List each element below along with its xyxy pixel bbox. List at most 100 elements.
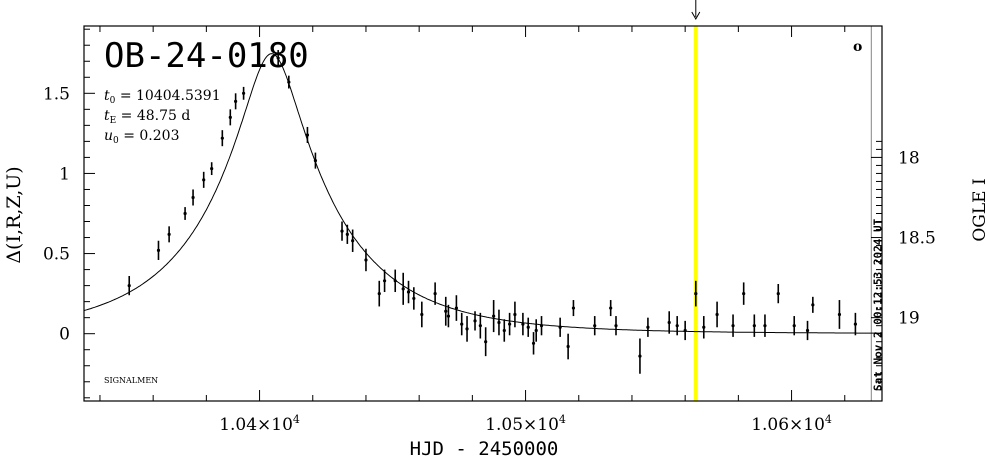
- data-point-61: [752, 314, 756, 337]
- point-marker-48: [593, 324, 597, 328]
- data-point-48: [593, 316, 597, 336]
- data-point-57: [702, 316, 706, 339]
- point-marker-64: [792, 324, 796, 328]
- data-point-19: [377, 280, 381, 307]
- point-marker-30: [460, 322, 464, 326]
- point-marker-29: [454, 306, 458, 310]
- data-point-6: [210, 162, 214, 176]
- data-point-9: [234, 93, 238, 110]
- point-marker-0: [127, 284, 131, 288]
- y-axis-label-right: OGLE I: [970, 178, 986, 241]
- data-point-52: [646, 317, 650, 337]
- point-marker-67: [837, 312, 842, 317]
- point-marker-40: [521, 322, 525, 326]
- point-marker-52: [646, 325, 650, 329]
- point-marker-54: [675, 324, 679, 328]
- point-marker-56: [694, 292, 698, 296]
- y-tick-label-1: 0.5: [43, 245, 70, 265]
- point-marker-60: [742, 292, 746, 296]
- data-point-64: [792, 316, 796, 336]
- data-point-49: [609, 300, 613, 317]
- data-point-21: [393, 269, 397, 293]
- param-2: u0 = 0.203: [104, 128, 179, 146]
- data-points: [127, 50, 858, 374]
- data-point-42: [531, 332, 536, 355]
- point-marker-66: [811, 303, 815, 307]
- point-marker-44: [539, 324, 544, 328]
- data-point-53: [667, 311, 671, 334]
- y-axis-label-left: Δ(I,R,Z,U): [3, 166, 25, 263]
- point-marker-21: [393, 279, 397, 283]
- data-point-35: [492, 300, 496, 333]
- point-marker-11: [276, 56, 280, 60]
- point-marker-65: [805, 328, 810, 333]
- point-marker-27: [444, 309, 448, 313]
- data-point-15: [340, 221, 344, 241]
- data-point-3: [183, 207, 187, 220]
- data-point-62: [763, 314, 767, 337]
- point-marker-10: [242, 91, 246, 95]
- data-point-20: [382, 269, 387, 293]
- data-point-39: [513, 301, 517, 328]
- data-point-25: [420, 301, 424, 328]
- data-point-22: [401, 272, 405, 305]
- point-marker-68: [853, 322, 858, 326]
- point-marker-36: [497, 320, 501, 325]
- data-point-67: [837, 300, 842, 329]
- data-point-11: [276, 50, 280, 67]
- point-marker-47: [571, 306, 576, 310]
- data-point-40: [521, 312, 525, 336]
- point-marker-8: [228, 115, 232, 119]
- data-point-30: [460, 312, 464, 336]
- point-marker-2: [167, 232, 171, 236]
- point-marker-23: [406, 290, 411, 294]
- data-point-2: [167, 226, 171, 243]
- point-marker-59: [731, 324, 735, 328]
- data-point-16: [345, 224, 349, 244]
- data-point-56: [694, 280, 698, 307]
- point-marker-16: [345, 232, 349, 236]
- data-point-38: [508, 312, 512, 336]
- point-marker-49: [609, 306, 613, 310]
- point-marker-63: [776, 292, 780, 296]
- data-point-54: [675, 316, 679, 336]
- data-point-26: [433, 282, 437, 305]
- data-point-46: [566, 333, 570, 360]
- point-marker-50: [614, 324, 618, 328]
- axes-frame: 1.04×104 1.05×104 1.06×104 0 0.5 1 1.5 18 18.5 19: [43, 25, 936, 435]
- data-point-29: [454, 295, 458, 321]
- data-point-44: [539, 316, 544, 336]
- chart-title: OB-24-0180: [104, 36, 309, 76]
- corner-mark: o: [853, 39, 862, 55]
- watermark: SIGNALMEN: [104, 376, 158, 385]
- model-parameters: t0 = 10404.5391 tE = 48.75 d u0 = 0.203: [104, 88, 221, 146]
- point-marker-34: [484, 340, 488, 344]
- point-marker-57: [702, 325, 706, 329]
- y-right-tick-label-1: 18.5: [898, 229, 936, 249]
- point-marker-20: [382, 279, 387, 283]
- point-marker-7: [220, 136, 224, 140]
- point-marker-24: [412, 296, 416, 301]
- point-marker-26: [433, 292, 437, 296]
- point-marker-31: [465, 327, 469, 331]
- data-point-12: [287, 75, 291, 89]
- point-marker-28: [446, 314, 451, 318]
- data-point-60: [742, 282, 746, 305]
- data-point-17: [351, 229, 355, 252]
- data-point-24: [412, 287, 416, 310]
- data-point-18: [364, 248, 368, 272]
- data-point-13: [305, 126, 310, 143]
- point-marker-53: [667, 320, 671, 325]
- x-axis-label: HJD - 2450000: [410, 438, 559, 459]
- x-tick-label-0: 1.04×104: [219, 413, 300, 435]
- point-marker-3: [183, 211, 187, 216]
- point-marker-12: [287, 80, 291, 84]
- point-marker-14: [313, 159, 318, 163]
- data-point-14: [313, 152, 318, 169]
- point-marker-43: [534, 328, 538, 333]
- param-1: tE = 48.75 d: [104, 108, 190, 126]
- point-marker-32: [473, 319, 477, 323]
- model-curve-path: [83, 53, 883, 334]
- data-point-7: [220, 130, 224, 147]
